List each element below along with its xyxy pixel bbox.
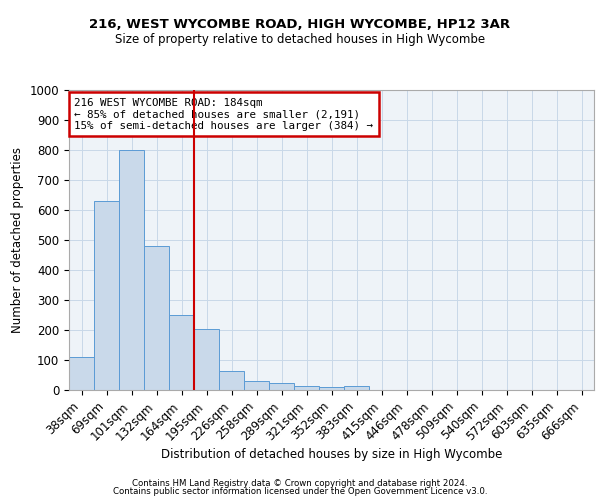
Bar: [244, 381, 269, 390]
Bar: [194, 328, 219, 390]
Text: Size of property relative to detached houses in High Wycombe: Size of property relative to detached ho…: [115, 32, 485, 46]
Y-axis label: Number of detached properties: Number of detached properties: [11, 147, 24, 333]
Bar: [144, 246, 169, 390]
Text: 216 WEST WYCOMBE ROAD: 184sqm
← 85% of detached houses are smaller (2,191)
15% o: 216 WEST WYCOMBE ROAD: 184sqm ← 85% of d…: [74, 98, 373, 130]
Bar: [219, 372, 244, 390]
Bar: [269, 384, 294, 390]
Bar: [94, 201, 119, 390]
Text: Contains HM Land Registry data © Crown copyright and database right 2024.: Contains HM Land Registry data © Crown c…: [132, 478, 468, 488]
Text: 216, WEST WYCOMBE ROAD, HIGH WYCOMBE, HP12 3AR: 216, WEST WYCOMBE ROAD, HIGH WYCOMBE, HP…: [89, 18, 511, 30]
Bar: [169, 315, 194, 390]
Bar: [344, 386, 369, 390]
Bar: [294, 386, 319, 390]
Bar: [69, 357, 94, 390]
X-axis label: Distribution of detached houses by size in High Wycombe: Distribution of detached houses by size …: [161, 448, 502, 461]
Text: Contains public sector information licensed under the Open Government Licence v3: Contains public sector information licen…: [113, 488, 487, 496]
Bar: [119, 150, 144, 390]
Bar: [319, 387, 344, 390]
